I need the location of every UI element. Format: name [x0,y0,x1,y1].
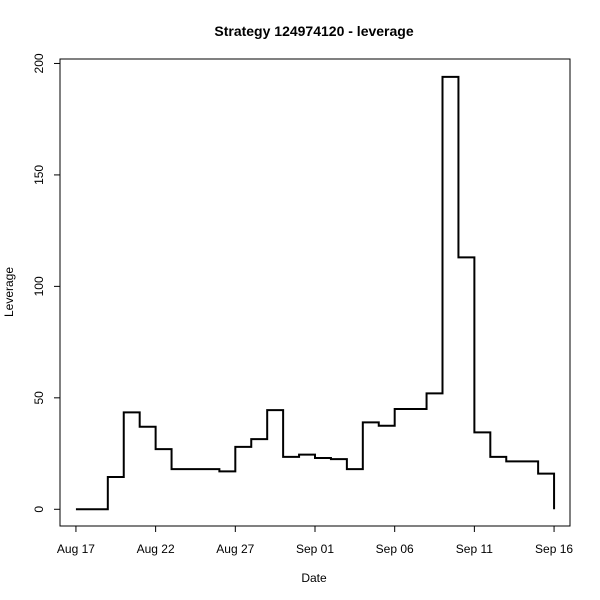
x-tick-label: Aug 17 [57,542,95,556]
x-tick-label: Sep 06 [376,542,414,556]
x-tick-label: Aug 27 [216,542,254,556]
chart-title: Strategy 124974120 - leverage [214,23,413,39]
y-axis: 0 50 100 150 200 [32,53,61,513]
x-tick-label: Aug 22 [137,542,175,556]
y-tick-label: 0 [32,506,46,513]
y-tick-label: 150 [32,165,46,185]
y-tick-label: 50 [32,391,46,405]
leverage-series-line [75,75,556,511]
y-tick-label: 200 [32,53,46,73]
y-tick-label: 100 [32,276,46,296]
x-axis-label: Date [301,571,327,585]
x-tick-label: Sep 11 [456,542,493,556]
x-tick-label: Sep 16 [535,542,573,556]
y-axis-label: Leverage [2,267,16,317]
x-axis: Aug 17 Aug 22 Aug 27 Sep 01 Sep 06 Sep 11 Sep … [57,525,573,556]
x-tick-label: Sep 01 [296,542,334,556]
series-layer [75,75,556,511]
